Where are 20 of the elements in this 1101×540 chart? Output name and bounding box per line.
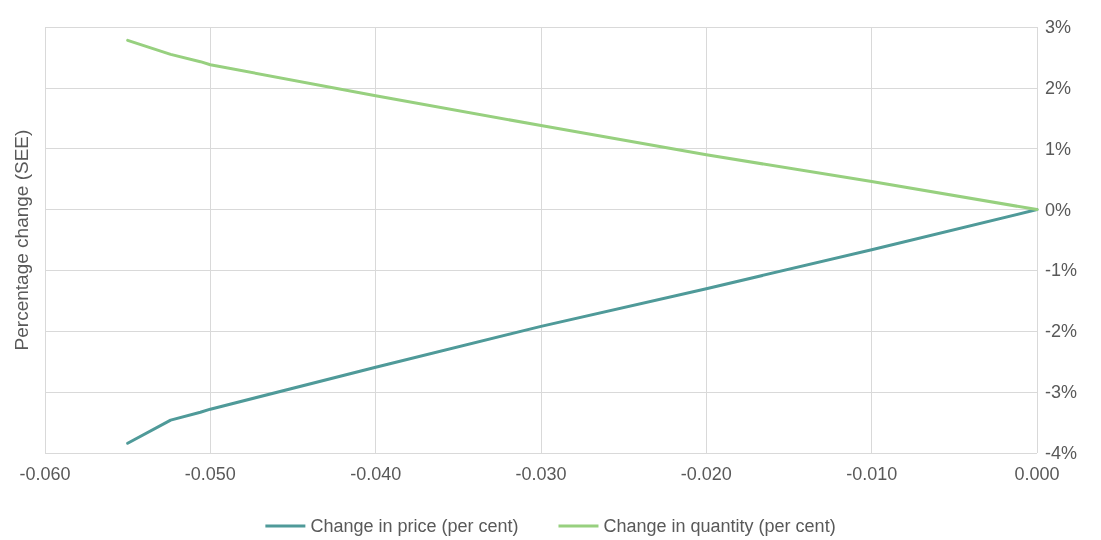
legend-label: Change in quantity (per cent) <box>603 516 836 536</box>
y-tick-label: 3% <box>1045 17 1072 37</box>
x-tick-label: -0.010 <box>846 464 898 484</box>
line-series <box>126 38 1039 212</box>
y-tick-label: 2% <box>1045 77 1072 98</box>
line-series <box>126 208 1039 445</box>
y-tick-label: 0% <box>1045 199 1072 220</box>
legend-label: Change in price (per cent) <box>310 516 519 536</box>
x-tick-label: -0.040 <box>350 464 402 484</box>
y-tick-label: -1% <box>1045 260 1078 281</box>
y-tick-label: -4% <box>1045 443 1078 463</box>
x-tick-label: 0.000 <box>1014 464 1060 484</box>
y-tick-label: -2% <box>1045 321 1078 342</box>
y-tick-label: 1% <box>1045 138 1072 159</box>
x-tick-label: -0.060 <box>19 464 71 484</box>
x-tick-label: -0.030 <box>515 464 567 484</box>
y-tick-label: -3% <box>1045 382 1078 403</box>
x-tick-label: -0.050 <box>184 464 236 484</box>
x-tick-label: -0.020 <box>680 464 732 484</box>
y-axis-title: Percentage change (SEE) <box>11 129 32 351</box>
